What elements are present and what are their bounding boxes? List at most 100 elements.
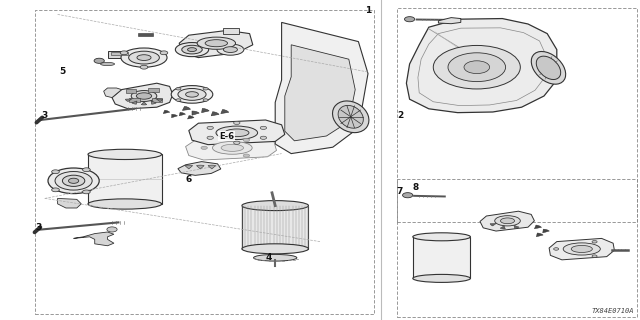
Bar (138, 33, 153, 36)
Ellipse shape (500, 218, 515, 224)
Wedge shape (125, 99, 132, 101)
Circle shape (464, 61, 490, 74)
Ellipse shape (136, 93, 152, 99)
Text: 4: 4 (266, 253, 272, 262)
Ellipse shape (572, 245, 593, 252)
Wedge shape (185, 165, 193, 169)
Ellipse shape (88, 149, 162, 160)
Ellipse shape (100, 62, 115, 66)
Circle shape (234, 141, 240, 144)
Text: 7: 7 (397, 188, 403, 196)
Ellipse shape (205, 40, 228, 47)
Circle shape (203, 87, 208, 90)
Circle shape (201, 146, 207, 149)
Polygon shape (178, 162, 221, 175)
Bar (129, 98, 140, 102)
Polygon shape (480, 211, 534, 231)
Circle shape (243, 154, 250, 157)
Polygon shape (438, 18, 461, 24)
Wedge shape (156, 99, 163, 101)
Circle shape (260, 126, 267, 130)
Ellipse shape (68, 178, 79, 183)
Circle shape (83, 190, 90, 194)
Bar (242, 206, 308, 249)
Circle shape (176, 87, 181, 90)
Bar (88, 155, 161, 204)
Polygon shape (74, 232, 114, 246)
Text: 8: 8 (412, 183, 419, 192)
Wedge shape (536, 233, 543, 237)
Circle shape (52, 188, 60, 192)
Polygon shape (179, 30, 253, 58)
Ellipse shape (137, 55, 151, 60)
Ellipse shape (413, 275, 470, 283)
Text: TX84E0710A: TX84E0710A (591, 308, 634, 314)
Polygon shape (275, 22, 368, 154)
Bar (223, 28, 239, 34)
Text: 2: 2 (397, 111, 403, 120)
Ellipse shape (216, 126, 258, 140)
Circle shape (403, 193, 413, 198)
Polygon shape (112, 83, 173, 109)
Ellipse shape (212, 141, 252, 154)
Ellipse shape (88, 199, 162, 209)
Wedge shape (208, 165, 216, 169)
Wedge shape (172, 114, 177, 118)
Circle shape (52, 170, 60, 174)
Circle shape (107, 227, 117, 232)
Polygon shape (58, 198, 81, 208)
Wedge shape (151, 101, 156, 104)
Ellipse shape (225, 129, 249, 137)
Polygon shape (186, 137, 276, 160)
Bar (413, 237, 470, 278)
Ellipse shape (197, 37, 236, 49)
Circle shape (94, 58, 104, 63)
Ellipse shape (536, 56, 561, 79)
Text: 5: 5 (59, 67, 65, 76)
Ellipse shape (131, 91, 157, 101)
Circle shape (83, 168, 90, 172)
Circle shape (448, 53, 506, 82)
Wedge shape (179, 112, 186, 116)
Polygon shape (406, 19, 557, 113)
Text: 3: 3 (42, 111, 48, 120)
Text: 3: 3 (35, 223, 42, 232)
Circle shape (592, 255, 597, 258)
Circle shape (207, 136, 213, 140)
Ellipse shape (242, 244, 308, 254)
Ellipse shape (172, 86, 212, 103)
Polygon shape (189, 120, 285, 145)
Ellipse shape (221, 144, 243, 151)
Wedge shape (500, 226, 506, 229)
Wedge shape (490, 223, 497, 226)
Ellipse shape (188, 48, 196, 52)
Wedge shape (141, 102, 147, 105)
Wedge shape (132, 101, 137, 104)
Wedge shape (514, 225, 519, 228)
Ellipse shape (242, 201, 308, 211)
Wedge shape (188, 116, 194, 119)
Circle shape (592, 240, 597, 243)
Wedge shape (543, 229, 549, 233)
Ellipse shape (495, 216, 520, 226)
Circle shape (433, 45, 520, 89)
Circle shape (404, 17, 415, 22)
Ellipse shape (63, 175, 85, 186)
Ellipse shape (182, 45, 202, 54)
Ellipse shape (186, 92, 198, 97)
Ellipse shape (338, 105, 364, 128)
Text: 1: 1 (365, 6, 371, 15)
Wedge shape (163, 110, 170, 114)
Ellipse shape (563, 243, 600, 255)
Ellipse shape (48, 168, 99, 194)
Bar (108, 51, 132, 58)
Ellipse shape (333, 101, 369, 132)
Wedge shape (534, 225, 541, 229)
Text: 6: 6 (186, 175, 192, 184)
Circle shape (120, 51, 128, 55)
Ellipse shape (253, 254, 297, 261)
Wedge shape (202, 108, 209, 113)
Wedge shape (182, 106, 191, 110)
Circle shape (207, 126, 213, 130)
Ellipse shape (413, 233, 470, 241)
